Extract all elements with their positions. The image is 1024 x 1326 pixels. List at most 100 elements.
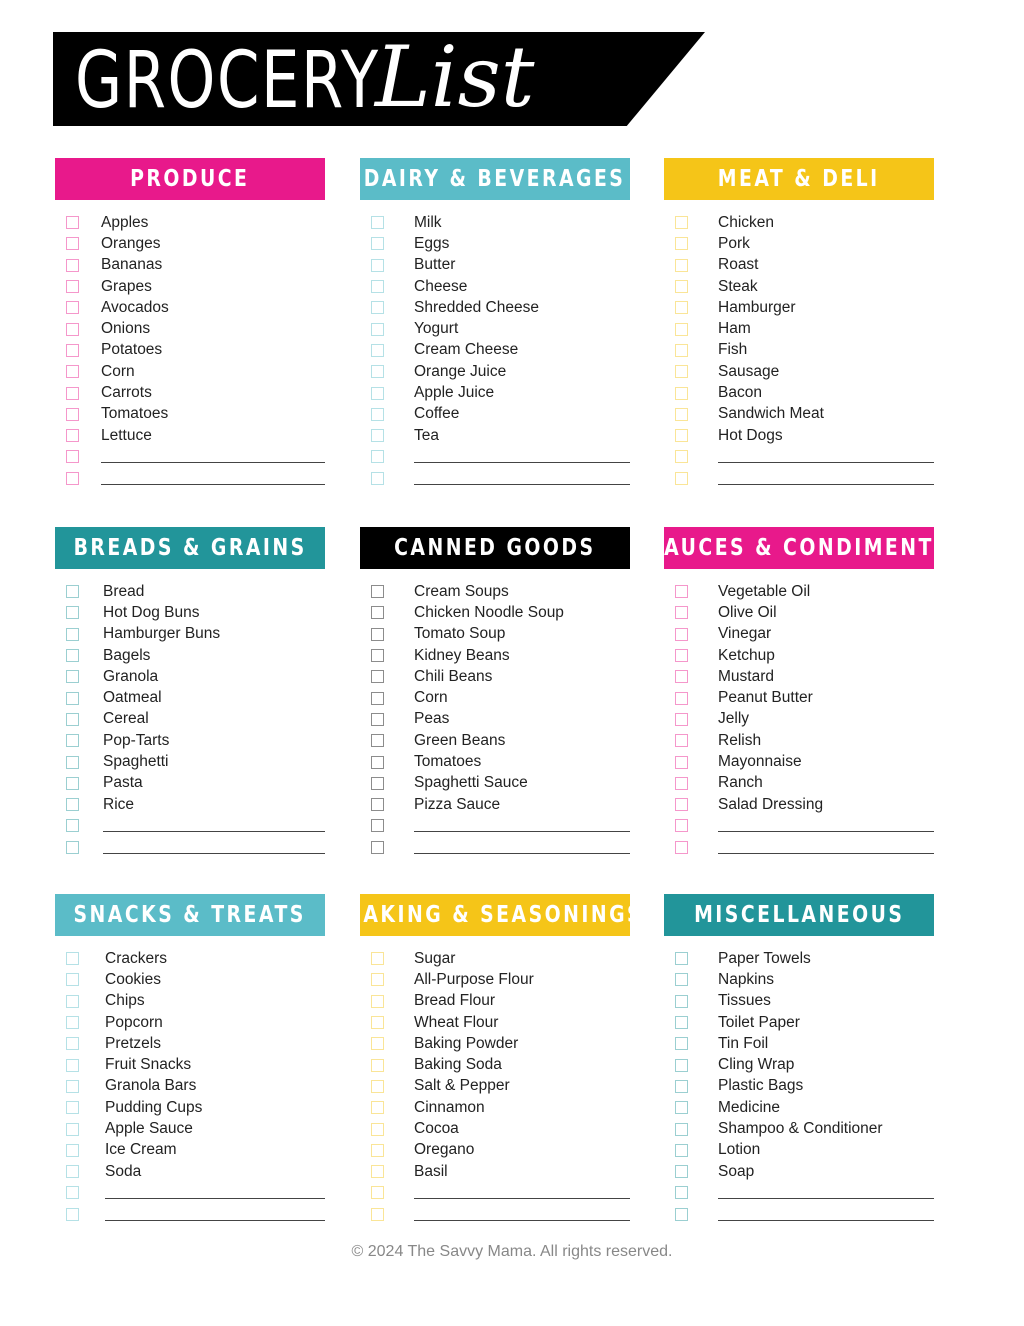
checkbox[interactable]	[675, 585, 688, 599]
checkbox[interactable]	[675, 407, 688, 421]
checkbox[interactable]	[675, 301, 688, 315]
checkbox[interactable]	[371, 1207, 384, 1221]
checkbox[interactable]	[371, 322, 384, 336]
checkbox[interactable]	[66, 691, 79, 705]
checkbox[interactable]	[371, 1143, 384, 1157]
checkbox[interactable]	[675, 450, 688, 464]
checkbox[interactable]	[675, 1016, 688, 1030]
checkbox[interactable]	[371, 994, 384, 1008]
checkbox[interactable]	[66, 952, 79, 966]
checkbox[interactable]	[66, 1037, 79, 1051]
write-in-line[interactable]	[103, 819, 325, 833]
checkbox[interactable]	[675, 670, 688, 684]
checkbox[interactable]	[66, 1165, 79, 1179]
checkbox[interactable]	[371, 1186, 384, 1200]
checkbox[interactable]	[675, 1058, 688, 1072]
checkbox[interactable]	[371, 280, 384, 294]
checkbox[interactable]	[66, 280, 79, 294]
checkbox[interactable]	[675, 258, 688, 272]
checkbox[interactable]	[66, 1101, 79, 1115]
checkbox[interactable]	[675, 734, 688, 748]
checkbox[interactable]	[675, 840, 688, 854]
checkbox[interactable]	[66, 322, 79, 336]
checkbox[interactable]	[675, 819, 688, 833]
checkbox[interactable]	[66, 216, 79, 230]
checkbox[interactable]	[371, 1016, 384, 1030]
checkbox[interactable]	[66, 471, 79, 485]
checkbox[interactable]	[66, 755, 79, 769]
checkbox[interactable]	[66, 1143, 79, 1157]
checkbox[interactable]	[371, 670, 384, 684]
checkbox[interactable]	[675, 322, 688, 336]
checkbox[interactable]	[371, 1079, 384, 1093]
write-in-line[interactable]	[718, 1186, 934, 1200]
write-in-line[interactable]	[103, 841, 325, 854]
write-in-line[interactable]	[105, 1208, 325, 1221]
checkbox[interactable]	[675, 1037, 688, 1051]
checkbox[interactable]	[371, 343, 384, 357]
write-in-line[interactable]	[718, 1208, 934, 1221]
checkbox[interactable]	[371, 691, 384, 705]
checkbox[interactable]	[66, 1186, 79, 1200]
checkbox[interactable]	[675, 776, 688, 790]
checkbox[interactable]	[371, 712, 384, 726]
checkbox[interactable]	[675, 1079, 688, 1093]
write-in-line[interactable]	[414, 450, 630, 464]
checkbox[interactable]	[66, 734, 79, 748]
checkbox[interactable]	[371, 216, 384, 230]
checkbox[interactable]	[675, 237, 688, 251]
checkbox[interactable]	[675, 471, 688, 485]
checkbox[interactable]	[66, 840, 79, 854]
write-in-line[interactable]	[414, 472, 630, 485]
checkbox[interactable]	[371, 819, 384, 833]
write-in-line[interactable]	[414, 1208, 630, 1221]
checkbox[interactable]	[371, 585, 384, 599]
checkbox[interactable]	[675, 1207, 688, 1221]
checkbox[interactable]	[675, 365, 688, 379]
checkbox[interactable]	[371, 1101, 384, 1115]
checkbox[interactable]	[66, 649, 79, 663]
checkbox[interactable]	[371, 386, 384, 400]
checkbox[interactable]	[66, 819, 79, 833]
checkbox[interactable]	[371, 1165, 384, 1179]
checkbox[interactable]	[66, 776, 79, 790]
checkbox[interactable]	[675, 386, 688, 400]
checkbox[interactable]	[675, 1101, 688, 1115]
write-in-line[interactable]	[101, 472, 325, 485]
write-in-line[interactable]	[718, 450, 934, 464]
checkbox[interactable]	[675, 1143, 688, 1157]
checkbox[interactable]	[66, 407, 79, 421]
checkbox[interactable]	[675, 691, 688, 705]
write-in-line[interactable]	[105, 1186, 325, 1200]
checkbox[interactable]	[66, 1058, 79, 1072]
checkbox[interactable]	[371, 973, 384, 987]
write-in-line[interactable]	[718, 472, 934, 485]
checkbox[interactable]	[371, 627, 384, 641]
checkbox[interactable]	[371, 798, 384, 812]
write-in-line[interactable]	[414, 841, 630, 854]
checkbox[interactable]	[371, 365, 384, 379]
checkbox[interactable]	[675, 216, 688, 230]
checkbox[interactable]	[66, 994, 79, 1008]
checkbox[interactable]	[66, 386, 79, 400]
checkbox[interactable]	[675, 798, 688, 812]
checkbox[interactable]	[371, 734, 384, 748]
checkbox[interactable]	[66, 973, 79, 987]
checkbox[interactable]	[371, 407, 384, 421]
checkbox[interactable]	[66, 712, 79, 726]
checkbox[interactable]	[66, 429, 79, 443]
checkbox[interactable]	[675, 606, 688, 620]
checkbox[interactable]	[66, 1207, 79, 1221]
checkbox[interactable]	[66, 606, 79, 620]
checkbox[interactable]	[675, 343, 688, 357]
checkbox[interactable]	[371, 1058, 384, 1072]
checkbox[interactable]	[66, 237, 79, 251]
checkbox[interactable]	[66, 365, 79, 379]
checkbox[interactable]	[66, 301, 79, 315]
checkbox[interactable]	[66, 1079, 79, 1093]
checkbox[interactable]	[371, 840, 384, 854]
checkbox[interactable]	[66, 258, 79, 272]
checkbox[interactable]	[675, 952, 688, 966]
checkbox[interactable]	[66, 343, 79, 357]
checkbox[interactable]	[371, 776, 384, 790]
